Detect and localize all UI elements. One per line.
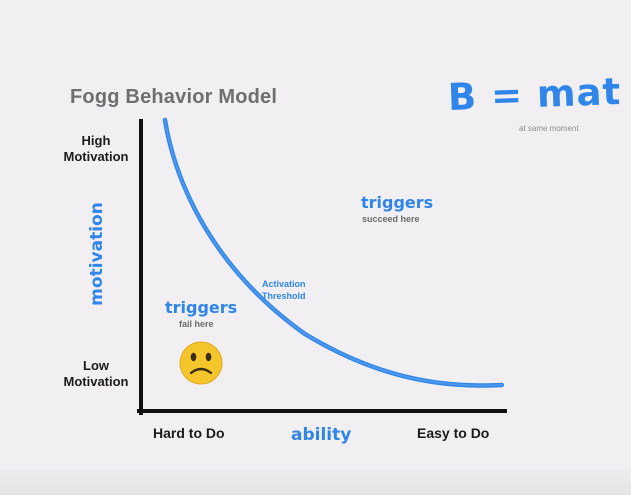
high-motivation-label: High Motivation bbox=[54, 133, 138, 165]
bottom-bar bbox=[0, 470, 631, 495]
triggers-fail-heading: triggers bbox=[165, 298, 238, 317]
hard-to-do-label: Hard to Do bbox=[153, 425, 225, 441]
triggers-fail-note: fail here bbox=[179, 319, 214, 329]
easy-to-do-label: Easy to Do bbox=[417, 425, 490, 441]
low-motivation-text: Low Motivation bbox=[63, 358, 129, 389]
activation-threshold-label: Activation Threshold bbox=[262, 279, 306, 301]
slide-title: Fogg Behavior Model bbox=[70, 86, 278, 108]
frowning-face-icon bbox=[179, 341, 223, 385]
y-axis-title: motivation bbox=[87, 202, 107, 306]
low-motivation-label: Low Motivation bbox=[54, 358, 138, 390]
high-motivation-text: High Motivation bbox=[63, 133, 129, 164]
activation-threshold-curve-highlight bbox=[164, 119, 503, 387]
activation-threshold-curve bbox=[162, 117, 505, 388]
triggers-succeed-heading: triggers bbox=[361, 193, 434, 212]
triggers-succeed-note: succeed here bbox=[362, 214, 420, 224]
x-axis-title: ability bbox=[291, 425, 352, 445]
formula-note: at same moment bbox=[519, 124, 579, 133]
